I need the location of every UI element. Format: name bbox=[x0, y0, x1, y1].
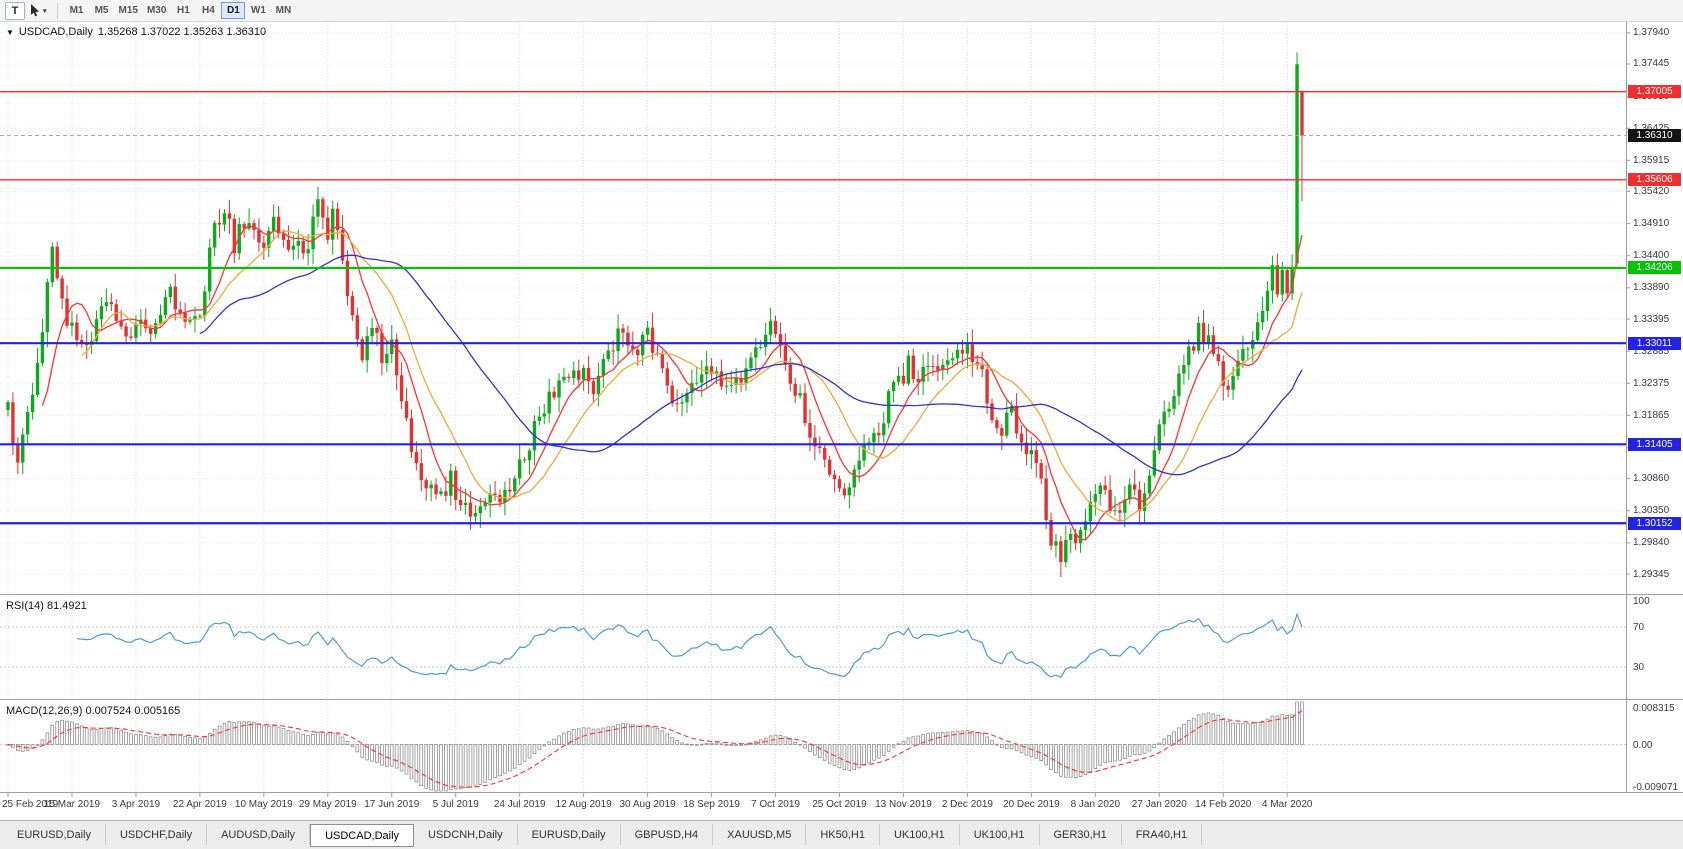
date-tick-label: 14 Feb 2020 bbox=[1195, 799, 1252, 810]
timeframe-button-d1[interactable]: D1 bbox=[221, 2, 246, 19]
date-tick-label: 17 Jun 2019 bbox=[364, 799, 420, 810]
toolbar-separator bbox=[56, 2, 58, 19]
timeframe-group: M1 M5 M15 M30 H1 H4 D1 W1 MN bbox=[65, 2, 296, 19]
chart-tab-fra40-h1[interactable]: FRA40,H1 bbox=[1122, 824, 1203, 845]
chart-tab-uk100-h1[interactable]: UK100,H1 bbox=[880, 824, 960, 845]
date-tick-label: 3 Apr 2019 bbox=[111, 799, 161, 810]
date-tick-label: 29 May 2019 bbox=[298, 799, 357, 810]
ma-8-line bbox=[41, 225, 1303, 541]
horizontal-level-lines bbox=[0, 91, 1626, 525]
chart-tab-usdcnh-daily[interactable]: USDCNH,Daily bbox=[414, 824, 518, 845]
text-tool-button[interactable]: T bbox=[5, 1, 25, 20]
date-tick-label: 24 Jul 2019 bbox=[493, 799, 546, 810]
rsi-label: RSI(14) 81.4921 bbox=[6, 600, 87, 612]
date-tick-label: 22 Apr 2019 bbox=[172, 799, 227, 810]
chart-tabs-bar: EURUSD,Daily USDCHF,Daily AUDUSD,Daily USDC… bbox=[0, 820, 1683, 849]
chart-tab-ger30-h1[interactable]: GER30,H1 bbox=[1040, 824, 1122, 845]
date-tick-label: 12 Aug 2019 bbox=[555, 799, 612, 810]
chart-tab-usdcad-daily[interactable]: USDCAD,Daily bbox=[310, 824, 415, 847]
timeframe-button-m15[interactable]: M15 bbox=[115, 2, 142, 19]
date-tick-label: 20 Dec 2019 bbox=[1003, 799, 1060, 810]
chart-tab-eurusd-daily[interactable]: EURUSD,Daily bbox=[518, 824, 621, 845]
moving-average-lines bbox=[41, 225, 1303, 541]
chart-tab-gbpusd-h4[interactable]: GBPUSD,H4 bbox=[621, 824, 714, 845]
time-axis[interactable]: 25 Feb 2019 15 Mar 2019 3 Apr 2019 22 Apr 2… bbox=[0, 794, 1626, 820]
date-tick-label: 25 Oct 2019 bbox=[812, 799, 867, 810]
macd-layer bbox=[6, 701, 1304, 792]
chart-tab-audusd-daily[interactable]: AUDUSD,Daily bbox=[207, 824, 311, 845]
chart-tab-eurusd-daily[interactable]: EURUSD,Daily bbox=[3, 824, 106, 845]
date-tick-label: 30 Aug 2019 bbox=[619, 799, 676, 810]
chart-tab-uk100-h1[interactable]: UK100,H1 bbox=[960, 824, 1040, 845]
ma-16-line bbox=[81, 230, 1303, 523]
timeframe-button-h4[interactable]: H4 bbox=[196, 2, 220, 19]
chart-tab-xauusd-m5[interactable]: XAUUSD,M5 bbox=[713, 824, 807, 845]
timeframe-button-m30[interactable]: M30 bbox=[143, 2, 170, 19]
date-tick-label: 13 Nov 2019 bbox=[875, 799, 932, 810]
chart-title: ▼ USDCAD,Daily 1.35268 1.37022 1.35263 1.3… bbox=[6, 26, 271, 38]
timeframe-button-m5[interactable]: M5 bbox=[90, 2, 114, 19]
date-tick-label: 8 Jan 2020 bbox=[1070, 799, 1121, 810]
date-tick-label: 4 Mar 2020 bbox=[1261, 799, 1313, 810]
timeframe-button-w1[interactable]: W1 bbox=[246, 2, 270, 19]
timeframe-button-h1[interactable]: H1 bbox=[171, 2, 195, 19]
macd-label: MACD(12,26,9) 0.007524 0.005165 bbox=[6, 705, 181, 717]
chart-ohlc: 1.35268 1.37022 1.35263 1.36310 bbox=[97, 26, 267, 38]
chart-symbol: USDCAD,Daily bbox=[18, 26, 93, 38]
chart-tab-usdchf-daily[interactable]: USDCHF,Daily bbox=[106, 824, 208, 845]
main-toolbar: T ▾ M1 M5 M15 M30 H1 H4 D1 W1 MN bbox=[0, 0, 1683, 22]
candles-layer[interactable] bbox=[6, 52, 1304, 578]
symbol-dropdown-icon: ▼ bbox=[6, 28, 14, 37]
date-tick-label: 15 Mar 2019 bbox=[43, 799, 101, 810]
timeframe-button-mn[interactable]: MN bbox=[271, 2, 295, 19]
rsi-line bbox=[76, 612, 1303, 679]
date-tick-label: 7 Oct 2019 bbox=[751, 799, 800, 810]
panel-frames bbox=[0, 22, 1683, 797]
cursor-tool-button[interactable]: ▾ bbox=[27, 2, 50, 20]
date-tick-label: 2 Dec 2019 bbox=[941, 799, 993, 810]
cursor-icon bbox=[31, 4, 40, 17]
timeframe-button-m1[interactable]: M1 bbox=[65, 2, 89, 19]
date-tick-label: 5 Jul 2019 bbox=[432, 799, 479, 810]
date-tick-label: 10 May 2019 bbox=[234, 799, 293, 810]
grid-lines bbox=[0, 22, 1626, 791]
date-tick-label: 27 Jan 2020 bbox=[1131, 799, 1187, 810]
chevron-down-icon: ▾ bbox=[43, 7, 47, 15]
date-tick-label: 25 Feb 2019 bbox=[2, 799, 59, 810]
chart-tab-hk50-h1[interactable]: HK50,H1 bbox=[806, 824, 880, 845]
date-tick-label: 18 Sep 2019 bbox=[683, 799, 740, 810]
ma-40-line bbox=[199, 254, 1303, 476]
